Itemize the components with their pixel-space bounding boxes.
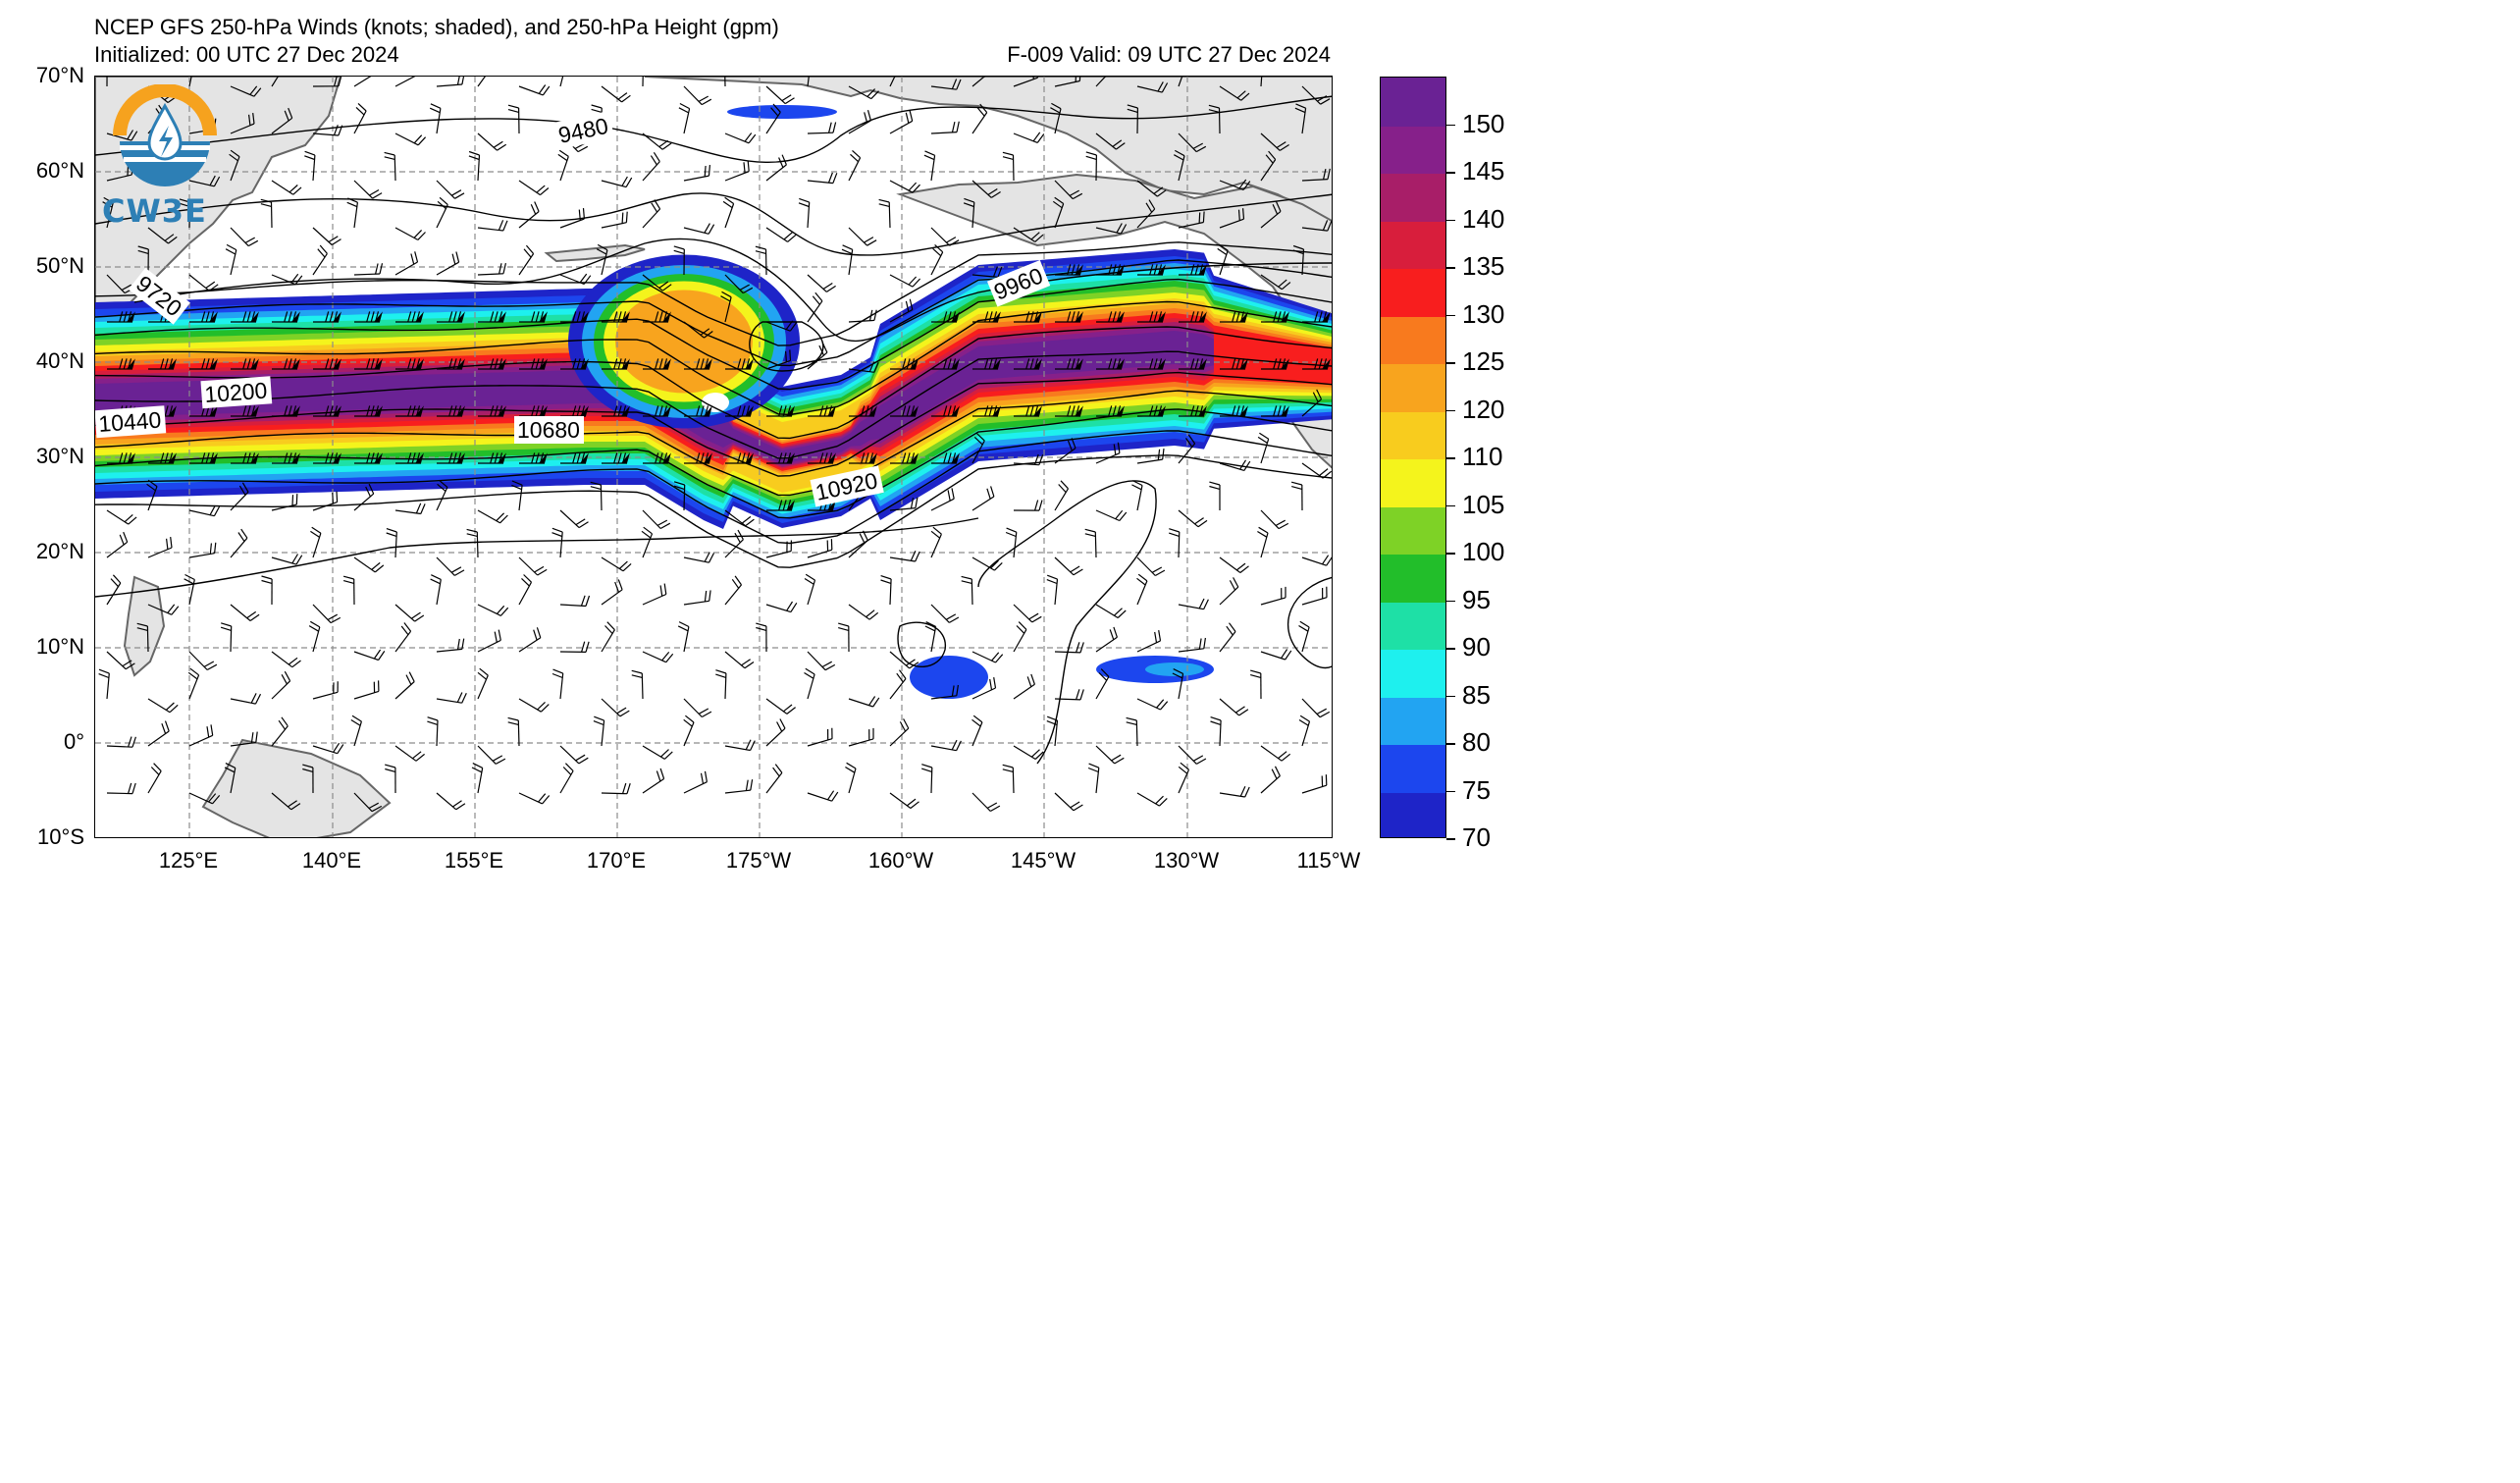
- colorbar-tick: [1446, 124, 1455, 126]
- colorbar-tick: [1446, 409, 1455, 411]
- colorbar-tick: [1446, 172, 1455, 174]
- colorbar-tick: [1446, 695, 1455, 697]
- contour-label: 10440: [95, 405, 167, 439]
- colorbar-segment: [1381, 220, 1445, 269]
- colorbar-segment: [1381, 458, 1445, 507]
- colorbar-segment: [1381, 649, 1445, 698]
- colorbar-tick: [1446, 648, 1455, 650]
- lat-label: 0°: [63, 729, 84, 754]
- colorbar-label: 125: [1462, 346, 1505, 376]
- colorbar-tick: [1446, 553, 1455, 555]
- valid-time: F-009 Valid: 09 UTC 27 Dec 2024: [1007, 42, 1331, 67]
- colorbar-label: 70: [1462, 822, 1491, 852]
- colorbar-label: 110: [1462, 442, 1503, 471]
- map-panel[interactable]: 9480 9720 9960 10200 10440 10680 10920: [94, 76, 1333, 838]
- colorbar-segment: [1381, 410, 1445, 459]
- lon-label: 125°E: [158, 848, 219, 873]
- colorbar-segment: [1381, 554, 1445, 603]
- colorbar-label: 150: [1462, 108, 1505, 138]
- lon-label: 130°W: [1153, 848, 1220, 873]
- colorbar-label: 140: [1462, 203, 1505, 234]
- colorbar-segment: [1381, 78, 1445, 127]
- height-contours: [95, 95, 1332, 765]
- contour-label: 10200: [200, 376, 273, 409]
- colorbar-label: 105: [1462, 489, 1505, 519]
- contour-label: 10680: [514, 416, 584, 444]
- colorbar-segment: [1381, 696, 1445, 745]
- lat-label: 20°N: [35, 539, 84, 563]
- lon-label: 145°W: [1010, 848, 1076, 873]
- colorbar-segment: [1381, 505, 1445, 555]
- colorbar-tick: [1446, 267, 1455, 269]
- lon-label: 155°E: [444, 848, 504, 873]
- colorbar-tick: [1446, 457, 1455, 459]
- init-time: Initialized: 00 UTC 27 Dec 2024: [94, 42, 399, 67]
- lat-label: 10°S: [37, 824, 84, 849]
- lat-label: 40°N: [35, 348, 84, 373]
- svg-text:10200: 10200: [204, 378, 269, 407]
- lat-label: 50°N: [35, 253, 84, 278]
- colorbar-label: 85: [1462, 679, 1491, 710]
- lon-label: 160°W: [867, 848, 934, 873]
- colorbar: [1380, 77, 1446, 838]
- colorbar-label: 145: [1462, 156, 1505, 185]
- colorbar-label: 100: [1462, 537, 1505, 566]
- lon-label: 170°E: [586, 848, 647, 873]
- colorbar-label: 120: [1462, 394, 1505, 424]
- colorbar-label: 75: [1462, 774, 1491, 805]
- colorbar-segment: [1381, 744, 1445, 793]
- svg-text:9480: 9480: [556, 113, 610, 148]
- lon-label: 140°E: [301, 848, 362, 873]
- colorbar-segment: [1381, 791, 1445, 837]
- colorbar-segment: [1381, 601, 1445, 650]
- lat-label: 60°N: [35, 158, 84, 183]
- colorbar-tick: [1446, 362, 1455, 364]
- colorbar-tick: [1446, 600, 1455, 602]
- cw3e-water-drop-logo-icon: [113, 83, 217, 186]
- colorbar-tick: [1446, 743, 1455, 745]
- cw3e-logo: [106, 83, 224, 232]
- svg-text:10680: 10680: [517, 417, 580, 443]
- colorbar-label: 90: [1462, 632, 1491, 662]
- colorbar-tick: [1446, 838, 1455, 840]
- lon-label: 115°W: [1296, 848, 1361, 873]
- colorbar-tick: [1446, 314, 1455, 316]
- colorbar-segment: [1381, 315, 1445, 364]
- wind-barbs: [98, 77, 1332, 813]
- lat-label: 30°N: [35, 444, 84, 468]
- colorbar-label: 80: [1462, 727, 1491, 757]
- contour-label: 9480: [552, 111, 615, 150]
- logo-text: CW3E: [102, 192, 207, 230]
- colorbar-tick: [1446, 504, 1455, 506]
- lon-label: 175°W: [725, 848, 792, 873]
- lat-label: 10°N: [35, 634, 84, 659]
- lat-label: 70°N: [35, 63, 84, 87]
- colorbar-tick: [1446, 219, 1455, 221]
- colorbar-tick: [1446, 790, 1455, 792]
- colorbar-segment: [1381, 268, 1445, 317]
- svg-text:10440: 10440: [98, 407, 163, 437]
- colorbar-label: 135: [1462, 251, 1505, 281]
- colorbar-label: 130: [1462, 298, 1505, 329]
- colorbar-label: 95: [1462, 584, 1491, 614]
- land-areas: [95, 77, 1332, 837]
- chart-title: NCEP GFS 250-hPa Winds (knots; shaded), …: [94, 15, 779, 39]
- colorbar-segment: [1381, 173, 1445, 222]
- colorbar-segment: [1381, 125, 1445, 174]
- colorbar-segment: [1381, 363, 1445, 412]
